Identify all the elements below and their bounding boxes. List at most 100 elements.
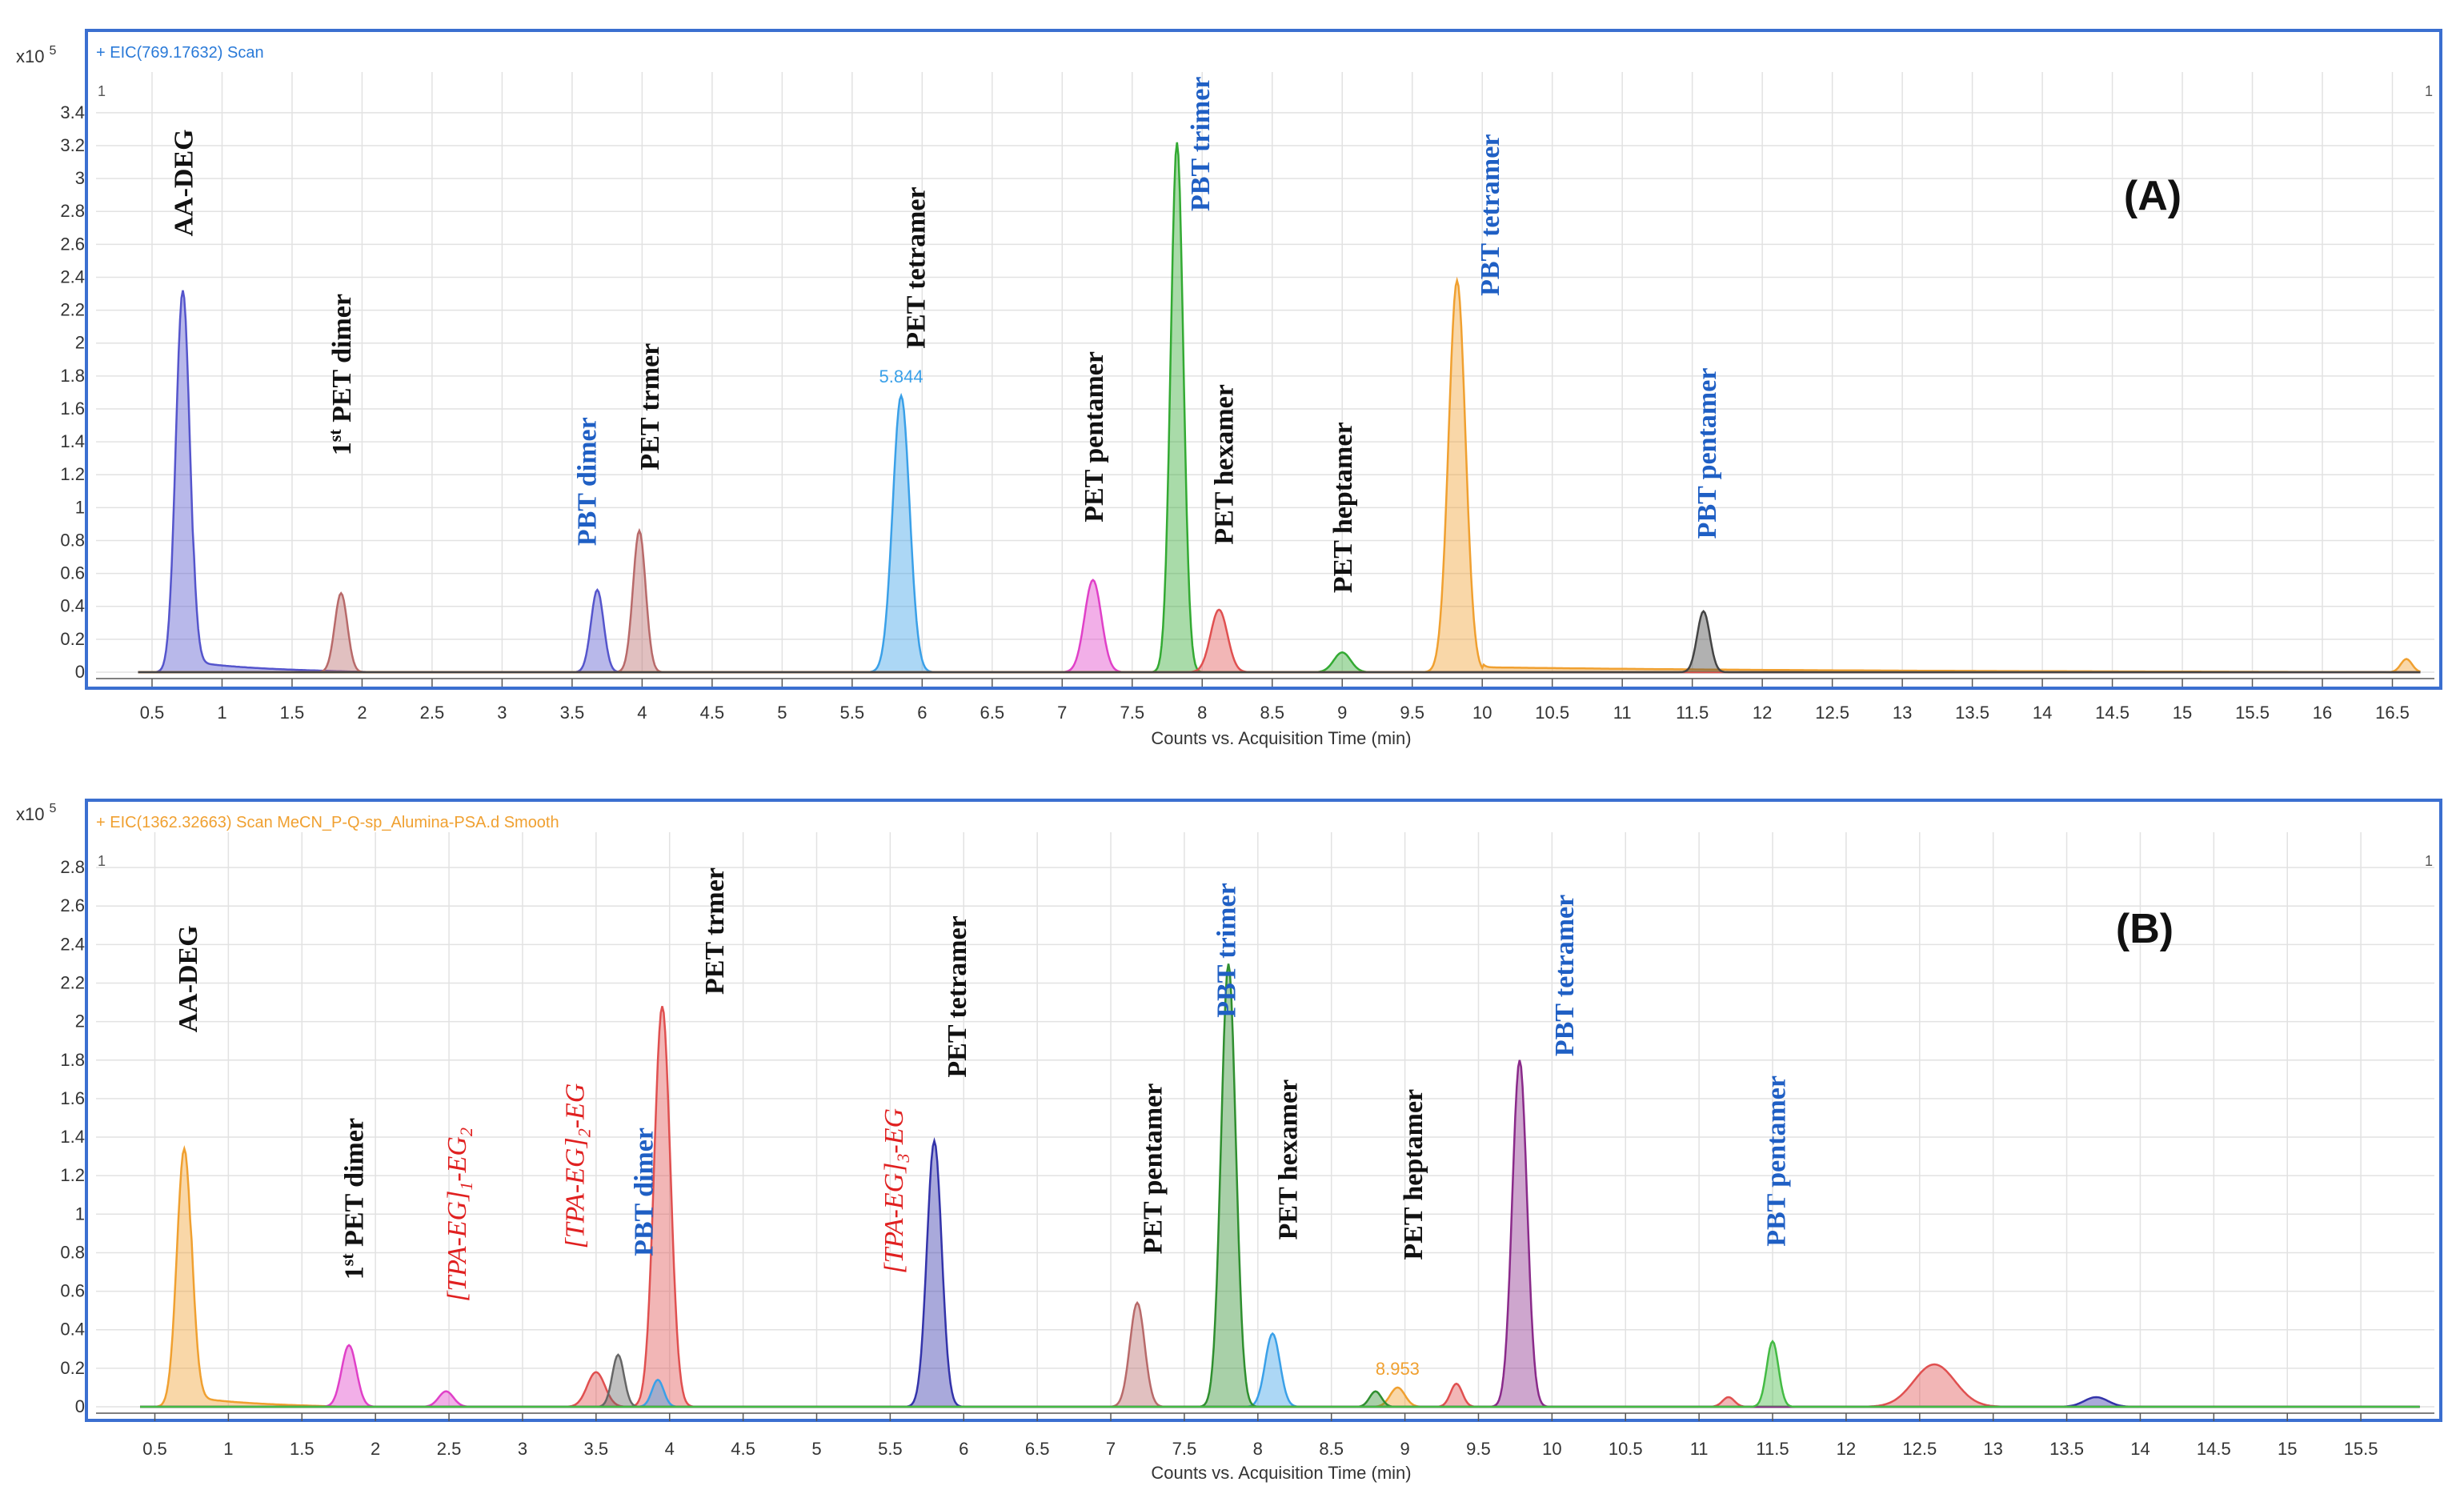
y-tick-label: 3.2 bbox=[60, 135, 85, 155]
y-tick-label: 2.6 bbox=[60, 234, 85, 254]
peak-label: PET trmer bbox=[635, 343, 665, 471]
y-tick-label: 1.2 bbox=[60, 1165, 85, 1185]
x-tick-label: 6.5 bbox=[980, 703, 1005, 723]
y-tick-label: 2.4 bbox=[60, 266, 85, 286]
plot-frame bbox=[85, 799, 2442, 1422]
y-tick-label: 0.4 bbox=[60, 1320, 85, 1340]
x-tick-label: 6 bbox=[959, 1439, 968, 1459]
peak-label: AA-DEG bbox=[174, 925, 203, 1032]
peak-label: PBT trimer bbox=[1212, 883, 1241, 1017]
peak-label: 1st PET dimer bbox=[338, 1118, 370, 1280]
y-tick-label: 1 bbox=[75, 1204, 85, 1224]
legend-entry: + EIC(769.17632) Scan bbox=[96, 44, 264, 62]
peak-label: PBT tetramer bbox=[1550, 895, 1580, 1056]
x-tick-label: 12 bbox=[1753, 703, 1772, 723]
x-tick-label: 2 bbox=[357, 703, 367, 723]
panel-b: 0.5 1 1.5 2 2.5 3 3.5 4 4.5 5 5.5 6 6.5 7 7.5 8 8.5 9 9.5 1… bbox=[16, 799, 2442, 1483]
x-tick-label: 11.5 bbox=[1756, 1439, 1789, 1459]
y-scale-exponent: 5 bbox=[49, 44, 56, 58]
x-tick-label: 9.5 bbox=[1400, 703, 1424, 723]
y-tick-label: 2 bbox=[75, 333, 85, 353]
x-tick-label: 1 bbox=[217, 703, 226, 723]
x-axis-label: Counts vs. Acquisition Time (min) bbox=[1151, 1463, 1411, 1483]
series-line-9 bbox=[140, 1340, 2420, 1408]
x-tick-label: 15 bbox=[2173, 703, 2192, 723]
y-tick-label: 0.2 bbox=[60, 1358, 85, 1378]
y-tick-label: 0.8 bbox=[60, 530, 85, 550]
x-tick-label: 10.5 bbox=[1609, 1439, 1643, 1459]
peak-label: PBT pentamer bbox=[1762, 1075, 1792, 1247]
x-tick-label: 6 bbox=[917, 703, 927, 723]
x-tick-label: 8 bbox=[1253, 1439, 1263, 1459]
x-tick-label: 14 bbox=[2130, 1439, 2149, 1459]
y-tick-label: 2.2 bbox=[60, 300, 85, 320]
peak-label: PBT pentamer bbox=[1693, 368, 1722, 539]
x-tick-label: 1 bbox=[223, 1439, 233, 1459]
x-tick-label: 11.5 bbox=[1676, 703, 1709, 723]
legend-entry: + EIC(1362.32663) Scan MeCN_P-Q-sp_Alumi… bbox=[96, 814, 559, 831]
x-tick-label: 7 bbox=[1106, 1439, 1116, 1459]
x-tick-label: 14.5 bbox=[2095, 703, 2129, 723]
y-tick-label: 1.6 bbox=[60, 399, 85, 419]
x-tick-label: 15.5 bbox=[2235, 703, 2270, 723]
x-tick-label: 3.5 bbox=[584, 1439, 609, 1459]
x-tick-label: 7 bbox=[1057, 703, 1067, 723]
y-tick-label: 0.6 bbox=[60, 563, 85, 583]
x-tick-label: 5.5 bbox=[840, 703, 865, 723]
x-tick-label: 5.5 bbox=[878, 1439, 903, 1459]
y-tick-label: 0.6 bbox=[60, 1281, 85, 1301]
peak-label: AA-DEG bbox=[169, 129, 198, 236]
y-tick-label: 1.2 bbox=[60, 464, 85, 484]
peak-annotation: 5.844 bbox=[879, 366, 923, 387]
series-area-2 bbox=[138, 590, 2421, 672]
x-tick-label: 7.5 bbox=[1120, 703, 1144, 723]
y-tick-label: 1.4 bbox=[60, 1127, 85, 1147]
x-tick-label: 11 bbox=[1613, 703, 1632, 723]
panel-label: (B) bbox=[2116, 906, 2174, 952]
x-tick-label: 13 bbox=[1893, 703, 1912, 723]
x-tick-label: 10 bbox=[1472, 703, 1492, 723]
x-axis: 0.5 1 1.5 2 2.5 3 3.5 4 4.5 5 5.5 6 6.5 7 7.5 8 8.5 9 9.5 1… bbox=[142, 832, 2378, 1459]
peak-label: PBT dimer bbox=[572, 417, 602, 546]
x-axis-label: Counts vs. Acquisition Time (min) bbox=[1151, 728, 1411, 748]
x-tick-label: 7.5 bbox=[1172, 1439, 1197, 1459]
peak-label: PET heptamer bbox=[1328, 422, 1358, 593]
series-area-4 bbox=[140, 1333, 2420, 1407]
peak-label: PET hexamer bbox=[1210, 384, 1240, 545]
y-tick-label: 0.2 bbox=[60, 629, 85, 649]
y-tick-label: 1.4 bbox=[60, 431, 85, 451]
plot-frame bbox=[85, 29, 2442, 690]
x-tick-label: 9 bbox=[1337, 703, 1347, 723]
x-tick-label: 4 bbox=[637, 703, 647, 723]
peak-label: [TPA-EG]3-EG bbox=[879, 1108, 913, 1274]
y-tick-label: 0 bbox=[75, 662, 85, 682]
x-tick-label: 9 bbox=[1400, 1439, 1409, 1459]
y-tick-label: 0.4 bbox=[60, 596, 85, 616]
panel-a: 0.5 1 1.5 2 2.5 3 3.5 4 4.5 5 5.5 6 6.5 7 7.5 8 8.5 9 9.5 1… bbox=[16, 29, 2442, 748]
y-tick-label: 1.8 bbox=[60, 1050, 85, 1070]
y-tick-label: 2.6 bbox=[60, 895, 85, 915]
peak-label: 1st PET dimer bbox=[325, 294, 357, 455]
x-tick-label: 13.5 bbox=[2049, 1439, 2084, 1459]
y-tick-label: 2.2 bbox=[60, 972, 85, 992]
y-scale-base: x10 bbox=[16, 46, 44, 66]
x-tick-label: 4.5 bbox=[731, 1439, 755, 1459]
x-tick-label: 3 bbox=[518, 1439, 527, 1459]
x-tick-label: 8.5 bbox=[1319, 1439, 1344, 1459]
y-tick-label: 3 bbox=[75, 168, 85, 188]
corner-label-right: 1 bbox=[2425, 853, 2433, 869]
x-tick-label: 16.5 bbox=[2375, 703, 2410, 723]
y-tick-label: 0 bbox=[75, 1396, 85, 1416]
x-tick-label: 4.5 bbox=[700, 703, 725, 723]
peak-label: PET tetramer bbox=[943, 915, 972, 1077]
x-tick-label: 11 bbox=[1690, 1439, 1709, 1459]
peak-label: PET hexamer bbox=[1274, 1079, 1304, 1240]
x-tick-label: 15 bbox=[2278, 1439, 2297, 1459]
x-tick-label: 14.5 bbox=[2197, 1439, 2231, 1459]
x-tick-label: 3 bbox=[497, 703, 507, 723]
y-scale-exponent: 5 bbox=[49, 802, 56, 815]
x-tick-label: 10.5 bbox=[1535, 703, 1569, 723]
x-tick-label: 12 bbox=[1837, 1439, 1856, 1459]
x-tick-label: 2.5 bbox=[420, 703, 445, 723]
